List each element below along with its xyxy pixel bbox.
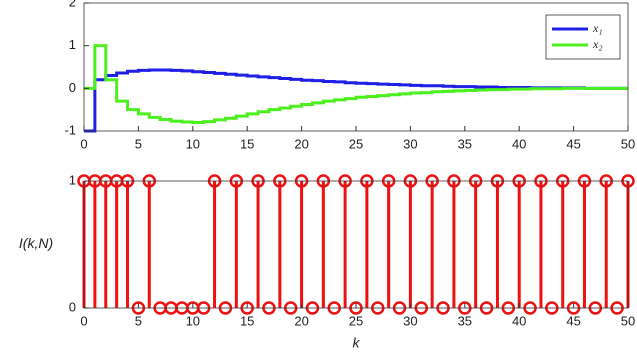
x-tick-label: 35 [458,313,472,328]
y-axis-label: I(k,N) [19,235,53,251]
x-tick-label: 15 [240,313,254,328]
x-tick-label: 40 [512,313,526,328]
y-tick-label: 2 [69,0,76,9]
y-tick-label: 1 [69,172,76,187]
x-tick-label: 5 [135,136,142,151]
x-tick-label: 5 [135,313,142,328]
stairs-line [84,68,628,133]
x-tick-label: 10 [186,313,200,328]
x-tick-label: 45 [566,313,580,328]
x-tick-label: 30 [403,136,417,151]
x-tick-label: 35 [458,136,472,151]
x-tick-label: 45 [566,136,580,151]
y-tick-label: 0 [69,80,76,95]
plot-area [84,44,628,133]
x-tick-label: 25 [349,136,363,151]
x-tick-label: 20 [294,136,308,151]
x-tick-label: 15 [240,136,254,151]
y-tick-label: 1 [69,37,76,52]
x-tick-label: 50 [621,313,635,328]
legend-box [545,14,621,60]
legend-label: x₂ [592,37,603,51]
legend-label: x₁ [592,21,603,35]
axes-background [84,3,628,131]
x-tick-label: 25 [349,313,363,328]
x-tick-label: 0 [80,313,87,328]
stairs-line [84,44,628,124]
x-axis-label: k [353,335,361,351]
x-tick-label: 10 [186,136,200,151]
x-tick-label: 0 [80,136,87,151]
y-tick-label: 0 [69,299,76,314]
y-tick-label: -1 [64,122,76,137]
x-tick-label: 30 [403,313,417,328]
x-tick-label: 40 [512,136,526,151]
axes-background [84,181,628,308]
x-tick-label: 50 [621,136,635,151]
x-tick-label: 20 [294,313,308,328]
